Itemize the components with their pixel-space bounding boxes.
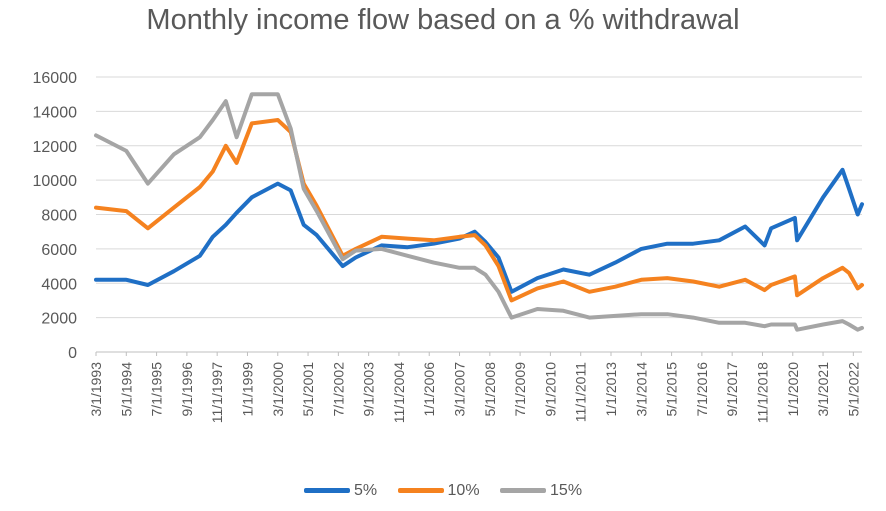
x-tick-label: 1/1/2013 [603,362,619,417]
gridlines [96,76,862,319]
y-tick-label: 12000 [33,139,78,156]
x-tick-label: 1/1/1999 [239,362,255,417]
series-lines [94,92,864,332]
y-tick-label: 4000 [41,276,77,293]
y-axis-tick-labels: 0 2000 4000 6000 8000 10000 12000 14000 16000 [33,70,78,362]
chart-title: Monthly income flow based on a % withdra… [146,4,740,36]
y-tick-label: 2000 [41,311,77,328]
x-tick-label: 7/1/1995 [149,362,165,417]
x-tick-label: 5/1/2022 [845,362,861,417]
legend: 5% 10% 15% [0,482,886,500]
x-tick-label: 3/1/1993 [88,362,104,417]
x-tick-label: 11/1/2018 [754,362,770,423]
x-tick-label: 11/1/1997 [209,362,225,423]
series-line-1 [94,167,864,294]
y-tick-label: 6000 [41,242,77,259]
y-tick-label: 0 [68,345,77,362]
x-tick-label: 7/1/2002 [330,362,346,417]
x-tick-label: 11/1/2004 [391,362,407,423]
series-line-3 [94,92,864,332]
legend-item-15pct: 15% [500,482,582,500]
x-tick-label: 1/1/2020 [785,362,801,417]
y-tick-label: 14000 [33,104,78,121]
x-axis-tick-labels: 3/1/1993 5/1/1994 7/1/1995 9/1/1996 11/1/199… [88,352,861,423]
line-chart: 0 2000 4000 6000 8000 10000 12000 14000 16000 3/… [33,70,864,423]
x-tick-label: 7/1/2009 [512,362,528,417]
legend-swatch-5pct [303,488,350,494]
legend-label-5pct: 5% [353,482,378,499]
x-tick-label: 9/1/2003 [361,362,377,417]
x-tick-label: 5/1/2015 [664,362,680,417]
x-tick-label: 3/1/2014 [633,362,649,417]
legend-swatch-10pct [397,488,444,494]
y-tick-label: 16000 [33,70,78,87]
y-tick-label: 8000 [41,208,77,225]
legend-label-15pct: 15% [550,482,583,499]
series-line-2 [94,118,864,303]
x-tick-label: 3/1/2000 [270,362,286,417]
x-tick-label: 7/1/2016 [694,362,710,417]
legend-label-10pct: 10% [447,482,480,499]
x-tick-label: 11/1/2011 [573,362,589,422]
legend-item-10pct: 10% [397,482,480,500]
x-tick-label: 5/1/2001 [300,362,316,417]
x-tick-label: 9/1/1996 [179,362,195,417]
y-tick-label: 10000 [33,173,78,190]
x-tick-label: 5/1/2008 [482,362,498,417]
x-tick-label: 3/1/2021 [815,362,831,417]
x-tick-label: 5/1/1994 [118,362,134,417]
x-tick-label: 1/1/2006 [421,362,437,417]
x-tick-label: 9/1/2017 [724,362,740,417]
x-tick-label: 3/1/2007 [452,362,468,417]
legend-swatch-15pct [500,488,547,494]
legend-item-5pct: 5% [303,482,378,500]
x-tick-label: 9/1/2010 [542,362,558,417]
